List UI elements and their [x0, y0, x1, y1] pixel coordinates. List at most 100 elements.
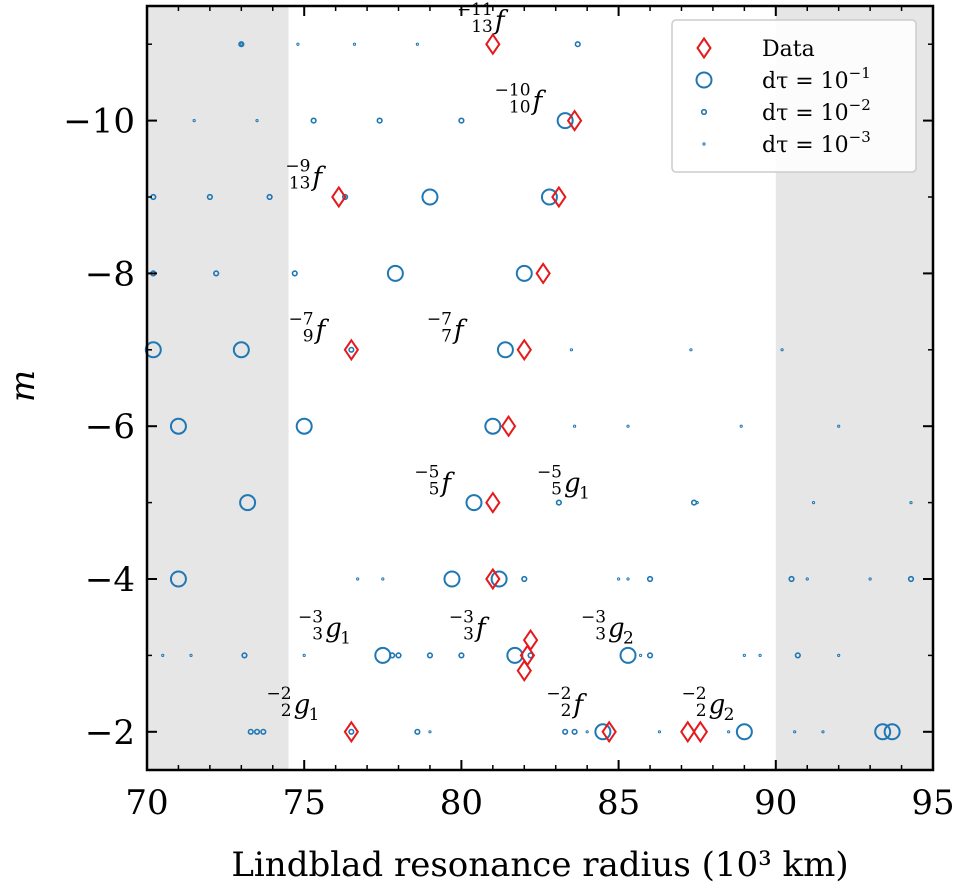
model-point — [206, 193, 213, 201]
model-point — [574, 41, 581, 48]
model-point — [239, 42, 243, 46]
model-point — [161, 653, 165, 658]
model-point — [395, 652, 402, 659]
model-point — [169, 570, 187, 588]
model-point — [443, 570, 461, 588]
svg-text:f: f — [314, 316, 330, 346]
y-tick-label: −6 — [85, 407, 135, 447]
svg-text:1: 1 — [309, 705, 320, 725]
model-point — [639, 653, 643, 658]
model-point — [428, 730, 432, 734]
svg-text:1: 1 — [579, 483, 590, 503]
model-point — [758, 653, 762, 658]
svg-text:2: 2 — [724, 705, 735, 725]
model-point — [821, 730, 825, 734]
model-point — [907, 575, 915, 583]
svg-text:f: f — [452, 316, 468, 346]
data-point — [485, 567, 501, 591]
model-point — [232, 341, 250, 359]
svg-text:−2: −2 — [682, 684, 707, 704]
model-point — [255, 119, 259, 123]
resonance-label: −79 f — [289, 310, 330, 347]
x-tick-label: 80 — [440, 783, 483, 823]
model-point — [266, 193, 273, 201]
x-axis-title: Lindblad resonance radius (10³ km) — [231, 845, 848, 885]
model-point — [619, 646, 637, 664]
svg-text:f: f — [531, 86, 547, 116]
svg-text:f: f — [571, 690, 587, 720]
svg-text:2: 2 — [281, 701, 292, 721]
model-point — [727, 730, 731, 734]
model-point — [169, 417, 187, 435]
x-tick-label: 95 — [911, 783, 954, 823]
svg-text:3: 3 — [595, 624, 606, 644]
svg-text:−10: −10 — [495, 80, 531, 100]
model-point — [291, 270, 298, 277]
legend-box — [671, 19, 917, 173]
model-point — [569, 348, 574, 352]
legend-marker — [695, 71, 713, 89]
svg-text:−5: −5 — [537, 462, 562, 482]
model-point — [689, 348, 693, 352]
model-point — [376, 117, 383, 124]
model-point — [213, 270, 220, 277]
data-point — [485, 491, 501, 514]
svg-text:−3: −3 — [449, 607, 474, 627]
svg-text:f: f — [310, 163, 326, 193]
model-point — [572, 424, 577, 428]
model-point — [465, 494, 483, 512]
data-point — [500, 414, 517, 438]
data-point — [343, 720, 360, 744]
model-point — [247, 728, 254, 735]
model-point — [189, 653, 193, 658]
model-point — [348, 728, 355, 735]
model-point — [540, 188, 558, 206]
model-point — [302, 653, 306, 658]
y-tick-label: −4 — [85, 560, 135, 600]
y-tick-label: −8 — [85, 254, 135, 294]
svg-text:−9: −9 — [285, 157, 310, 177]
svg-text:2: 2 — [561, 701, 572, 721]
svg-text:−3: −3 — [581, 607, 606, 627]
model-point — [386, 264, 404, 282]
data-point — [601, 720, 617, 744]
chart-marks — [144, 32, 915, 744]
svg-text:f: f — [474, 613, 490, 643]
legend-entry: dτ = 10−1 — [762, 64, 871, 94]
legend-marker — [702, 142, 706, 146]
svg-text:−7: −7 — [289, 310, 314, 330]
x-tick-label: 90 — [754, 783, 797, 823]
model-point — [260, 728, 267, 735]
resonance-label: −22 g2 — [682, 684, 735, 725]
svg-text:13: 13 — [471, 17, 493, 37]
x-tick-label: 85 — [597, 783, 640, 823]
model-point — [421, 188, 439, 206]
svg-text:g: g — [608, 613, 625, 643]
resonance-label: −77 f — [427, 310, 468, 347]
model-point — [458, 652, 465, 659]
model-point — [735, 723, 753, 741]
model-point — [310, 117, 317, 124]
model-point — [381, 577, 385, 581]
resonance-label: −55 g1 — [537, 462, 590, 503]
model-point — [414, 728, 421, 735]
model-point — [555, 499, 562, 506]
model-point — [811, 501, 816, 505]
svg-text:13: 13 — [289, 174, 311, 194]
model-point — [594, 723, 612, 741]
data-point — [535, 262, 551, 285]
model-point — [484, 417, 502, 435]
model-point — [690, 499, 698, 506]
resonance-label: −33 f — [449, 607, 490, 644]
model-point — [556, 112, 574, 130]
x-tick-label: 75 — [283, 783, 326, 823]
model-point — [585, 730, 589, 734]
data-point — [680, 720, 696, 744]
model-point — [780, 348, 784, 352]
model-point — [837, 424, 841, 428]
model-point — [415, 42, 419, 46]
